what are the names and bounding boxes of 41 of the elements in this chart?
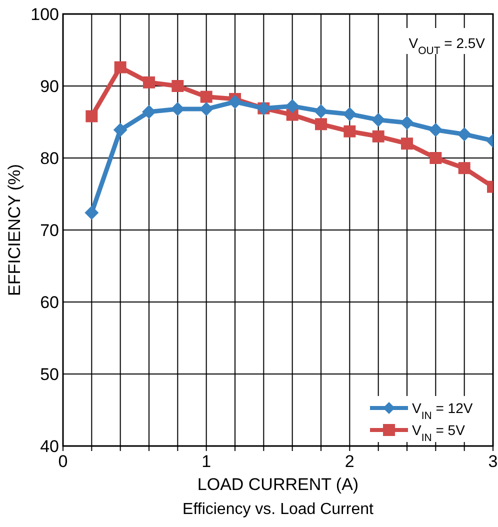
text: Efficiency vs. Load Current — [182, 501, 374, 518]
point — [342, 107, 357, 122]
point — [315, 118, 327, 130]
point — [285, 99, 300, 114]
point — [84, 206, 99, 220]
point — [86, 110, 98, 122]
y-tick-label: 60 — [40, 293, 59, 312]
point — [172, 80, 184, 92]
point — [170, 102, 185, 116]
annotation: V$_{OUT}$ = 2.5V — [408, 35, 486, 57]
point — [428, 122, 443, 137]
point — [114, 61, 126, 74]
x-tick-label: 1 — [202, 452, 212, 471]
legend-label: V$_{IN}$ = 5V — [412, 422, 466, 444]
point — [401, 138, 413, 150]
point — [142, 104, 156, 119]
y-tick-label: 70 — [40, 221, 59, 240]
legend-label: V$_{IN}$ = 12V — [412, 400, 474, 422]
x-tick-label: 0 — [58, 452, 68, 471]
point — [430, 152, 442, 164]
point — [314, 104, 328, 118]
y-tick-label: 100 — [30, 5, 59, 24]
point — [344, 125, 356, 138]
point — [113, 122, 128, 137]
x-tick-label: 3 — [488, 452, 498, 471]
point — [228, 94, 242, 109]
y-tick-label: 50 — [40, 365, 59, 384]
x-tick-label: 2 — [344, 452, 354, 471]
point — [458, 162, 470, 174]
point — [457, 127, 472, 142]
y-tick-label: 40 — [40, 437, 59, 456]
point — [199, 102, 214, 116]
x-axis-title: LOAD CURRENT (A) — [197, 475, 359, 494]
point — [371, 112, 386, 127]
point — [372, 130, 384, 142]
point — [200, 90, 212, 103]
y-tick-label: 90 — [40, 77, 59, 96]
point — [400, 116, 414, 130]
y-tick-label: 80 — [40, 149, 59, 168]
point — [143, 76, 155, 88]
y-axis-title: EFFICIENCY (%) — [5, 164, 24, 296]
